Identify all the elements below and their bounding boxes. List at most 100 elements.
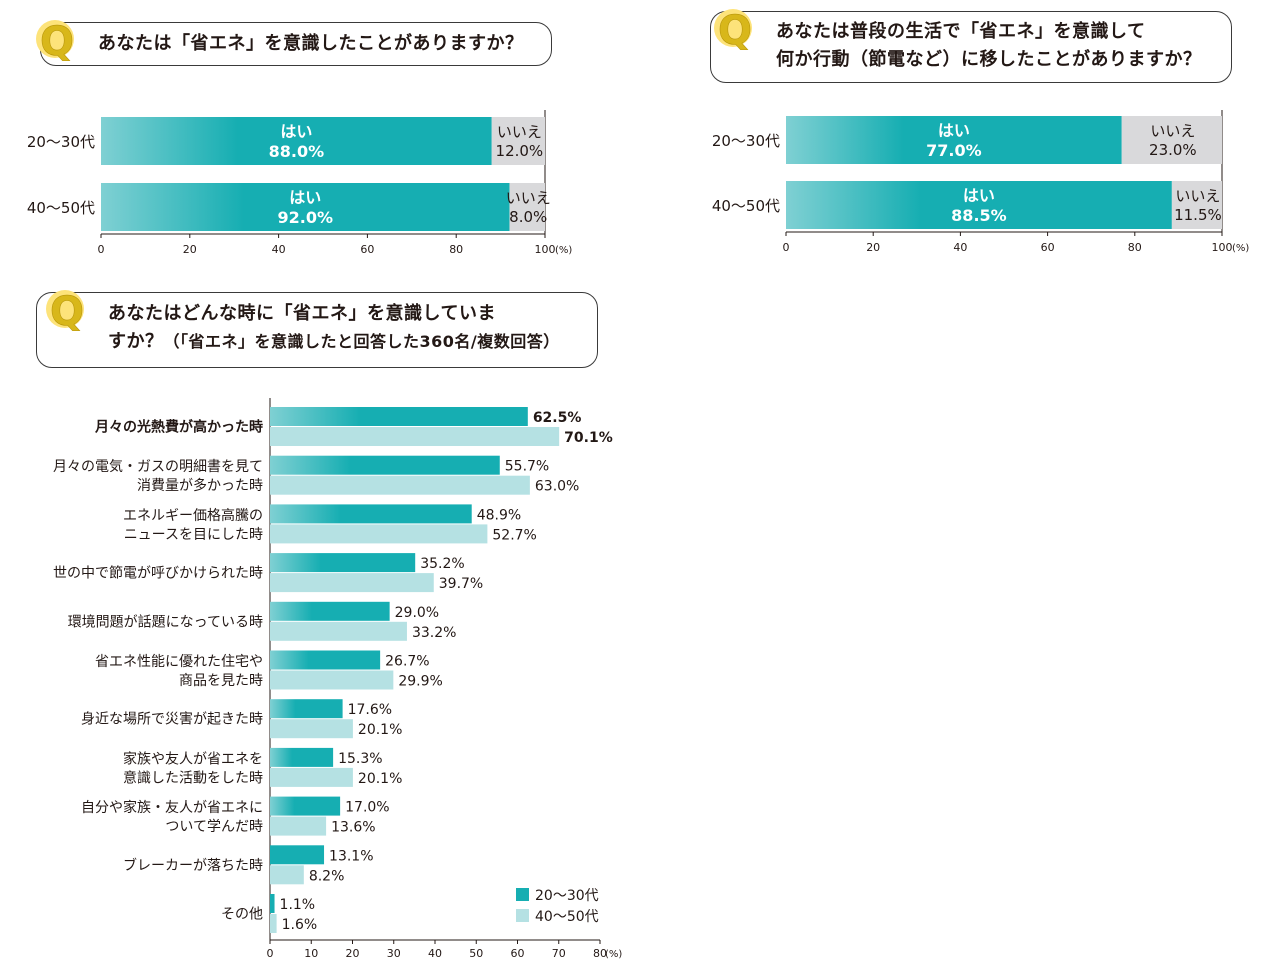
category-label-line-1: 省エネ性能に優れた住宅や — [95, 654, 263, 670]
data-label-no: 23.0% — [1149, 141, 1197, 159]
x-tick-label: 40 — [953, 241, 967, 254]
data-label-20s-30s: 55.7% — [505, 459, 549, 475]
bar-40s-50s — [270, 914, 277, 933]
bar-no — [1121, 116, 1222, 164]
data-label-20s-30s: 48.9% — [477, 507, 521, 523]
data-label-40s-50s: 63.0% — [535, 479, 579, 495]
category-label: 40〜50代 — [27, 199, 95, 217]
data-label-20s-30s: 26.7% — [385, 654, 429, 670]
x-tick-label: 60 — [511, 947, 525, 960]
question-1-text: あなたは「省エネ」を意識したことがありますか？ — [98, 30, 524, 58]
series-name-no: いいえ — [506, 189, 551, 207]
legend-label-20s-30s: 20〜30代 — [535, 888, 599, 904]
question-1-line-1: あなたは「省エネ」を意識したことがありますか？ — [98, 33, 524, 54]
x-tick-label: 20 — [866, 241, 880, 254]
series-name-no: いいえ — [497, 123, 542, 141]
bar-20s-30s — [270, 699, 343, 719]
data-label-40s-50s: 39.7% — [439, 576, 483, 592]
x-tick-label: 60 — [1041, 241, 1055, 254]
bar-40s-50s — [270, 670, 394, 690]
legend-swatch-40s-50s — [516, 909, 529, 922]
data-label-yes: 92.0% — [277, 208, 333, 227]
data-label-40s-50s: 1.6% — [282, 917, 318, 933]
data-label-yes: 88.0% — [269, 142, 325, 161]
x-unit-label: (%) — [605, 949, 622, 960]
data-label-20s-30s: 1.1% — [280, 897, 316, 913]
bar-20s-30s — [270, 894, 275, 913]
data-label-40s-50s: 29.9% — [398, 674, 442, 690]
data-label-no: 11.5% — [1174, 206, 1222, 224]
bar-no — [509, 183, 545, 231]
x-tick-label: 0 — [98, 243, 105, 256]
question-3-line-2-main: すか？ — [108, 331, 164, 352]
series-name-no: いいえ — [1150, 122, 1195, 140]
question-3-line-1: あなたはどんな時に「省エネ」を意識していま — [108, 303, 496, 324]
category-label: 20〜30代 — [27, 133, 95, 151]
data-label-20s-30s: 62.5% — [533, 410, 582, 426]
category-label-line-2: ニュースを目にした時 — [124, 527, 263, 543]
x-tick-label: 0 — [267, 947, 274, 960]
category-label-line-1: エネルギー価格高騰の — [123, 507, 263, 524]
data-label-40s-50s: 20.1% — [358, 722, 402, 738]
bar-40s-50s — [270, 621, 407, 641]
x-tick-label: 40 — [272, 243, 286, 256]
x-tick-label: 100 — [1212, 241, 1233, 254]
question-2-box — [710, 11, 1232, 83]
x-unit-label: (%) — [1232, 243, 1249, 254]
question-1-box — [40, 22, 552, 66]
bar-20s-30s — [270, 553, 416, 573]
data-label-yes: 88.5% — [951, 206, 1007, 225]
category-label: 世の中で節電が呼びかけられた時 — [53, 565, 263, 582]
q-badge-letter: Q — [50, 289, 84, 335]
category-label: その他 — [221, 907, 263, 923]
data-label-40s-50s: 8.2% — [309, 868, 345, 884]
data-label-20s-30s: 29.0% — [395, 605, 439, 621]
bar-40s-50s — [270, 524, 488, 544]
category-label-line-1: 月々の電気・ガスの明細書を見て — [53, 459, 263, 475]
question-2-text: あなたは普段の生活で「省エネ」を意識して 何か行動（節電など）に移したことがあり… — [776, 18, 1202, 74]
legend-label-40s-50s: 40〜50代 — [535, 909, 599, 925]
category-label: ブレーカーが落ちた時 — [123, 857, 263, 874]
category-label-line-2: 意識した活動をした時 — [123, 769, 263, 786]
category-label-line-1: 自分や家族・友人が省エネに — [81, 799, 263, 816]
question-3-note: （「省エネ」を意識したと回答した360名/複数回答） — [163, 332, 560, 351]
category-label-line-1: 家族や友人が省エネを — [123, 750, 263, 767]
bar-20s-30s — [270, 504, 472, 524]
category-label: 身近な場所で災害が起きた時 — [81, 712, 263, 728]
bar-40s-50s — [270, 475, 530, 495]
data-label-20s-30s: 17.6% — [348, 702, 392, 718]
data-label-20s-30s: 15.3% — [338, 751, 382, 767]
data-label-yes: 77.0% — [926, 141, 982, 160]
data-label-no: 12.0% — [496, 142, 544, 160]
question-2-line-1: あなたは普段の生活で「省エネ」を意識して — [776, 21, 1146, 42]
category-label-line-2: 商品を見た時 — [179, 673, 263, 689]
bar-40s-50s — [270, 427, 560, 446]
bar-yes — [786, 181, 1172, 229]
data-label-20s-30s: 17.0% — [345, 800, 389, 816]
x-tick-label: 100 — [535, 243, 556, 256]
bar-40s-50s — [270, 865, 304, 885]
q-badge-icon: Q — [46, 289, 84, 335]
chart-2: 20〜30代はい77.0%いいえ23.0%40〜50代はい88.5%いいえ11.… — [712, 110, 1249, 254]
x-tick-label: 20 — [183, 243, 197, 256]
bar-20s-30s — [270, 796, 341, 816]
series-name-yes: はい — [280, 122, 312, 141]
category-label: 環境問題が話題になっている時 — [68, 613, 263, 630]
x-tick-label: 30 — [387, 947, 401, 960]
x-tick-label: 40 — [428, 947, 442, 960]
question-3-box — [36, 292, 598, 368]
chart-1: 20〜30代はい88.0%いいえ12.0%40〜50代はい92.0%いいえ8.0… — [27, 110, 572, 256]
category-label-line-2: 消費量が多かった時 — [137, 477, 263, 494]
data-label-40s-50s: 33.2% — [412, 625, 456, 641]
x-tick-label: 60 — [360, 243, 374, 256]
bar-40s-50s — [270, 816, 327, 836]
data-label-20s-30s: 35.2% — [420, 556, 464, 572]
category-label-line-2: ついて学んだ時 — [165, 819, 263, 835]
data-label-40s-50s: 70.1% — [564, 430, 613, 446]
bar-20s-30s — [270, 747, 334, 767]
question-2-line-2: 何か行動（節電など）に移したことがありますか？ — [776, 49, 1202, 70]
bar-no — [1171, 181, 1222, 229]
series-name-yes: はい — [289, 188, 321, 207]
series-name-no: いいえ — [1175, 187, 1220, 205]
